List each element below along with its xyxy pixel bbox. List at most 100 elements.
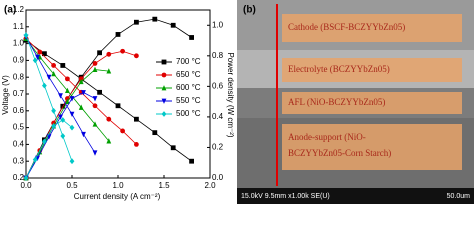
data-point xyxy=(152,16,158,22)
y-tick-label: 0.8 xyxy=(13,72,25,81)
data-point xyxy=(189,158,194,164)
data-point xyxy=(92,103,98,109)
data-point xyxy=(134,53,139,59)
legend-marker xyxy=(161,98,167,104)
data-point xyxy=(92,96,98,102)
y2-tick-label: 0.8 xyxy=(212,51,224,60)
y-tick-label: 0.2 xyxy=(13,173,25,182)
y-tick-label: 0.9 xyxy=(13,56,25,65)
data-point xyxy=(69,158,75,165)
y-tick-label: 0.6 xyxy=(13,106,25,115)
y2-tick-label: 0.0 xyxy=(212,173,224,182)
data-point xyxy=(23,175,29,181)
y2-tick-label: 1.0 xyxy=(212,20,224,29)
data-point xyxy=(51,70,56,77)
data-point xyxy=(37,54,43,60)
legend-label: 700 °C xyxy=(176,57,201,66)
layer-label: Cathode (BSCF-BCZYYbZn05) xyxy=(288,22,405,32)
y-tick-label: 1.1 xyxy=(13,22,25,31)
data-point xyxy=(92,61,98,66)
data-point xyxy=(58,114,63,120)
y-tick-label: 0.3 xyxy=(13,156,25,165)
data-point xyxy=(170,145,176,151)
legend-label: 500 °C xyxy=(176,109,201,118)
data-point xyxy=(120,48,125,54)
x-axis-label: Current density (A cm⁻²) xyxy=(74,192,161,201)
data-point xyxy=(134,116,139,122)
y2-axis-label: Power density (W cm⁻²) xyxy=(226,52,235,137)
data-point xyxy=(42,138,47,145)
data-point xyxy=(51,123,56,129)
voltage-line xyxy=(25,35,73,162)
data-point xyxy=(97,89,102,95)
y-tick-label: 0.4 xyxy=(13,140,25,149)
legend-marker xyxy=(161,111,167,117)
data-point xyxy=(106,51,112,57)
y2-tick-label: 0.6 xyxy=(212,81,224,90)
data-point xyxy=(32,156,38,163)
data-point xyxy=(81,131,86,138)
y-tick-label: 1.2 xyxy=(13,5,25,14)
legend-marker xyxy=(161,59,167,65)
power-line xyxy=(25,119,73,179)
data-point xyxy=(65,76,70,82)
data-point xyxy=(65,87,70,94)
sem-info: 15.0kV 9.5mm x1.00k SE(U) xyxy=(241,193,330,200)
y-tick-label: 0.7 xyxy=(13,89,25,98)
legend-marker xyxy=(161,72,167,78)
figure: Cathode (BSCF-BCZYYbZn05) Electrolyte (B… xyxy=(1,0,474,204)
data-point xyxy=(60,117,66,123)
data-point xyxy=(97,50,102,56)
data-point xyxy=(106,138,112,144)
layer-box xyxy=(282,92,462,114)
data-point xyxy=(60,133,66,139)
data-point xyxy=(51,63,56,68)
data-point xyxy=(134,19,139,25)
power-line xyxy=(25,50,137,179)
y2-tick-label: 0.4 xyxy=(212,112,224,121)
data-point xyxy=(170,22,176,28)
data-point xyxy=(42,51,47,57)
data-point xyxy=(58,93,63,99)
data-point xyxy=(115,32,121,37)
data-point xyxy=(120,128,125,134)
data-point xyxy=(189,35,194,40)
layer-box xyxy=(282,58,462,82)
x-tick-label: 1.0 xyxy=(112,181,124,190)
legend-label: 650 °C xyxy=(176,70,201,79)
data-point xyxy=(106,68,112,74)
data-point xyxy=(92,121,98,127)
data-point xyxy=(152,130,158,136)
y-tick-label: 0.5 xyxy=(13,123,25,132)
data-point xyxy=(92,66,98,72)
data-point xyxy=(35,54,40,60)
data-point xyxy=(23,32,29,39)
y-tick-label: 1.0 xyxy=(13,39,25,48)
data-point xyxy=(81,90,86,96)
legend-label: 600 °C xyxy=(176,83,201,92)
layer-label: Electrolyte (BCZYYbZn05) xyxy=(288,64,390,74)
info-bar xyxy=(237,188,474,204)
data-point xyxy=(65,98,70,105)
x-tick-label: 0.5 xyxy=(66,181,78,190)
layer-box xyxy=(282,14,462,42)
x-tick-label: 1.5 xyxy=(158,181,170,190)
data-point xyxy=(46,74,52,81)
scale-label: 50.0um xyxy=(447,193,471,200)
layer-box xyxy=(282,124,462,170)
data-point xyxy=(78,78,84,85)
data-point xyxy=(32,57,38,64)
voltage-line xyxy=(25,39,192,162)
data-point xyxy=(92,150,98,156)
y-axis-label: Voltage (V) xyxy=(1,75,10,115)
sem-image: Cathode (BSCF-BCZYYbZn05) Electrolyte (B… xyxy=(237,0,474,204)
data-point xyxy=(78,104,84,110)
x-tick-label: 2.0 xyxy=(204,181,216,190)
layer-label: BCZYYbZn05-Corn Starch) xyxy=(288,148,391,158)
layer-label: Anode-support (NiO- xyxy=(288,132,366,142)
data-point xyxy=(51,107,56,114)
data-point xyxy=(60,63,66,68)
data-point xyxy=(106,116,112,122)
data-point xyxy=(78,76,84,82)
legend-label: 550 °C xyxy=(176,96,201,105)
